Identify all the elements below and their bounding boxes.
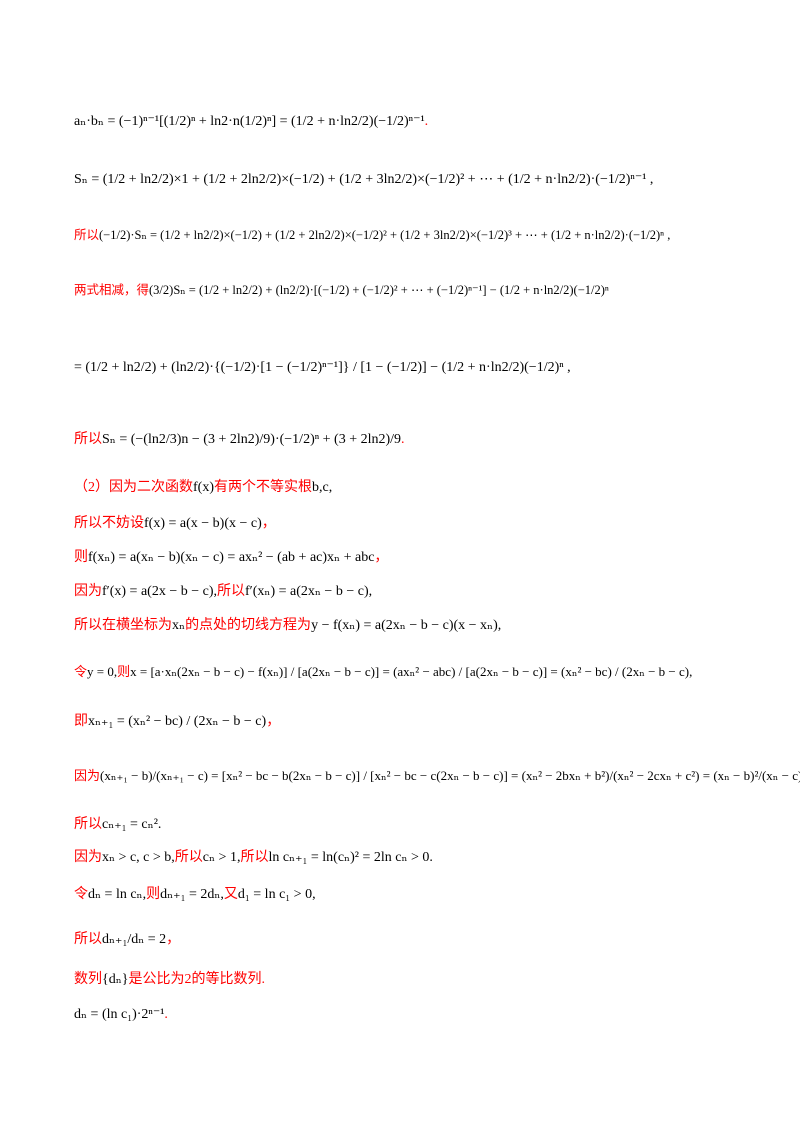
text-span: 又 <box>223 887 238 902</box>
text-span: dₙ₊₁/dₙ = 2 <box>102 932 167 947</box>
text-span: 因为 <box>74 584 102 599</box>
text-span: y = 0, <box>87 664 118 679</box>
text-span: x = [a·xₙ(2xₙ − b − c) − f(xₙ)] / [a(2xₙ… <box>130 664 693 679</box>
text-span: 所以 <box>74 432 102 447</box>
text-span: . <box>401 432 405 447</box>
text-span: ， <box>374 550 389 565</box>
text-span: b,c, <box>312 480 333 495</box>
text-line: 所以Sₙ = (−(ln2/3)n − (3 + 2ln2)/9)·(−1/2)… <box>74 430 405 450</box>
text-line: Sₙ = (1/2 + ln2/2)×1 + (1/2 + 2ln2/2)×(−… <box>74 170 653 190</box>
text-line: 两式相减，得(3/2)Sₙ = (1/2 + ln2/2) + (ln2/2)·… <box>74 280 609 300</box>
text-line: dₙ = (ln c₁)·2ⁿ⁻¹. <box>74 1005 168 1025</box>
text-span: 所以 <box>240 850 269 865</box>
text-span: 是公比为2的等比数列. <box>128 972 266 987</box>
text-span: xₙ > c, c > b, <box>102 850 175 865</box>
text-line: 因为(xₙ₊₁ − b)/(xₙ₊₁ − c) = [xₙ² − bc − b(… <box>74 766 800 786</box>
text-line: 所以不妨设f(x) = a(x − b)(x − c)， <box>74 514 276 534</box>
text-span: 即 <box>74 714 88 729</box>
text-span: Sₙ = (−(ln2/3)n − (3 + 2ln2)/9)·(−1/2)ⁿ … <box>102 432 402 447</box>
text-span: (−1/2)·Sₙ = (1/2 + ln2/2)×(−1/2) + (1/2 … <box>99 228 671 242</box>
text-span: 所以 <box>217 584 245 599</box>
text-span: 则 <box>117 664 131 679</box>
text-span: xₙ₊₁ = (xₙ² − bc) / (2xₙ − b − c) <box>88 714 267 729</box>
text-line: 因为f′(x) = a(2x − b − c),所以f′(xₙ) = a(2xₙ… <box>74 582 372 602</box>
text-span: ln cₙ₊₁ = ln(cₙ)² = 2ln cₙ > 0. <box>268 850 433 865</box>
text-span: . <box>164 1007 168 1022</box>
text-span: 则 <box>74 550 88 565</box>
text-line: 因为xₙ > c, c > b,所以cₙ > 1,所以ln cₙ₊₁ = ln(… <box>74 848 433 868</box>
text-span: xₙ <box>172 618 186 633</box>
text-span: Sₙ = (1/2 + ln2/2)×1 + (1/2 + 2ln2/2)×(−… <box>74 172 654 187</box>
text-span: （2）因为二次函数 <box>74 480 193 495</box>
text-span: 因为 <box>74 768 101 783</box>
text-span: dₙ = ln cₙ, <box>88 887 147 902</box>
text-span: . <box>424 114 429 129</box>
text-span: f(xₙ) = a(xₙ − b)(xₙ − c) = axₙ² − (ab +… <box>88 550 375 565</box>
text-span: aₙ·bₙ = (−1)ⁿ⁻¹[(1/2)ⁿ + ln2·n(1/2)ⁿ] = … <box>74 114 425 129</box>
text-span: 所以 <box>74 817 102 832</box>
text-line: 所以(−1/2)·Sₙ = (1/2 + ln2/2)×(−1/2) + (1/… <box>74 225 670 245</box>
text-span: f(x) <box>193 480 214 495</box>
text-span: (3/2)Sₙ = (1/2 + ln2/2) + (ln2/2)·[(−1/2… <box>149 283 609 297</box>
text-line: 所以在横坐标为xₙ的点处的切线方程为y − f(xₙ) = a(2xₙ − b … <box>74 616 501 636</box>
text-span: {dₙ} <box>102 972 129 987</box>
text-span: y − f(xₙ) = a(2xₙ − b − c)(x − xₙ), <box>311 618 502 633</box>
text-span: 两式相减，得 <box>74 283 150 297</box>
text-line: 数列{dₙ}是公比为2的等比数列. <box>74 970 265 990</box>
text-span: f(x) = a(x − b)(x − c) <box>144 516 262 531</box>
text-line: 所以cₙ₊₁ = cₙ². <box>74 815 161 835</box>
text-span: 所以不妨设 <box>74 516 144 531</box>
text-span: ， <box>261 516 276 531</box>
text-span: 的点处的切线方程为 <box>185 618 312 633</box>
text-span: 令 <box>74 887 88 902</box>
text-span: 有两个不等实根 <box>214 480 312 495</box>
text-span: 令 <box>74 664 88 679</box>
text-line: 则f(xₙ) = a(xₙ − b)(xₙ − c) = axₙ² − (ab … <box>74 548 388 568</box>
text-line: 令y = 0,则x = [a·xₙ(2xₙ − b − c) − f(xₙ)] … <box>74 662 692 682</box>
text-span: d₁ = ln c₁ > 0, <box>237 887 316 902</box>
text-span: 所以在横坐标为 <box>74 618 172 633</box>
text-line: （2）因为二次函数f(x)有两个不等实根b,c, <box>74 478 332 498</box>
text-span: 数列 <box>74 972 102 987</box>
text-span: dₙ₊₁ = 2dₙ, <box>160 887 224 902</box>
text-span: 所以 <box>74 932 102 947</box>
text-span: 则 <box>146 887 161 902</box>
text-span: = (1/2 + ln2/2) + (ln2/2)·{(−1/2)·[1 − (… <box>74 360 571 375</box>
text-span: cₙ > 1, <box>202 850 241 865</box>
text-span: 所以 <box>174 850 203 865</box>
text-span: (xₙ₊₁ − b)/(xₙ₊₁ − c) = [xₙ² − bc − b(2x… <box>100 768 800 783</box>
text-line: 所以dₙ₊₁/dₙ = 2， <box>74 930 180 950</box>
text-span: ， <box>166 932 181 947</box>
text-span: f′(x) = a(2x − b − c), <box>102 584 217 599</box>
text-span: 所以 <box>74 228 100 242</box>
text-span: 因为 <box>74 850 102 865</box>
text-span: dₙ = (ln c₁)·2ⁿ⁻¹ <box>74 1007 165 1022</box>
text-line: = (1/2 + ln2/2) + (ln2/2)·{(−1/2)·[1 − (… <box>74 358 571 378</box>
text-line: aₙ·bₙ = (−1)ⁿ⁻¹[(1/2)ⁿ + ln2·n(1/2)ⁿ] = … <box>74 112 428 132</box>
text-line: 即xₙ₊₁ = (xₙ² − bc) / (2xₙ − b − c)， <box>74 712 280 732</box>
text-span: f′(xₙ) = a(2xₙ − b − c), <box>245 584 373 599</box>
text-line: 令dₙ = ln cₙ,则dₙ₊₁ = 2dₙ,又d₁ = ln c₁ > 0, <box>74 885 316 905</box>
text-span: ， <box>266 714 281 729</box>
text-span: cₙ₊₁ = cₙ². <box>102 817 162 832</box>
